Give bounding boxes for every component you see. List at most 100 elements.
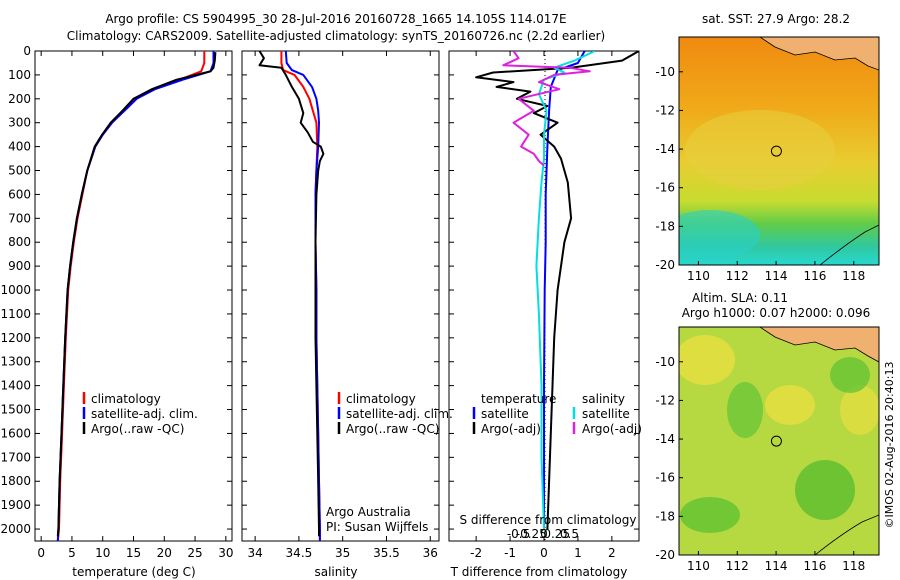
depth-tick-label: 1900: [0, 498, 31, 512]
australia-coastline: [819, 224, 879, 265]
sst-cool-patch: [679, 210, 760, 260]
legend-label-argo: Argo(..raw -QC): [91, 422, 184, 436]
difference-top-axis-label: S difference from climatology: [460, 513, 637, 527]
sla-high-patch: [679, 335, 735, 385]
s-difference-tick-label: 0.25: [543, 527, 570, 541]
depth-tick-label: 1600: [0, 426, 31, 440]
x-tick-label: 34.5: [286, 546, 313, 560]
x-tick-label: 15: [126, 546, 141, 560]
temperature-axes-frame: [34, 50, 233, 542]
lon-tick-label: 118: [842, 269, 865, 283]
depth-tick-label: 100: [8, 68, 31, 82]
lon-tick-label: 112: [726, 559, 749, 573]
s-difference-tick-label: 0: [540, 527, 548, 541]
temperature-xlabel: temperature (deg C): [72, 565, 195, 579]
depth-tick-label: 900: [8, 259, 31, 273]
difference-xlabel: T difference from climatology: [450, 565, 628, 579]
x-tick-label: 2: [608, 546, 616, 560]
depth-tick-label: 700: [8, 211, 31, 225]
legend-label-satellite: satellite-adj. clim.: [346, 407, 453, 421]
depth-tick-label: 1800: [0, 474, 31, 488]
figure-title-line2: Climatology: CARS2009. Satellite-adjuste…: [67, 29, 605, 43]
depth-tick-label: 1000: [0, 283, 31, 297]
legend-label-t-satellite: satellite: [481, 407, 529, 421]
sst-map-frame: [678, 36, 880, 266]
x-tick-label: 10: [95, 546, 110, 560]
legend-header-temperature: temperature: [481, 392, 556, 406]
lon-tick-label: 116: [803, 559, 826, 573]
lat-tick-label: -10: [655, 65, 675, 79]
series-line-s-satellite: [535, 51, 596, 530]
depth-tick-label: 200: [8, 92, 31, 106]
sla-low-patch: [795, 460, 855, 520]
argo-credit-line2: PI: Susan Wijffels: [326, 520, 428, 534]
legend-label-s-satellite: satellite: [582, 407, 630, 421]
x-tick-label: 36: [423, 546, 438, 560]
series-line-t-argo-adj-: [475, 51, 639, 530]
s-difference-tick-label: 0.5: [560, 527, 579, 541]
depth-tick-label: 1200: [0, 331, 31, 345]
sla-low-patch: [727, 382, 763, 438]
lon-tick-label: 114: [765, 559, 788, 573]
depth-axis-ticks: 0 100 200 300 400 500 600 700 800 900 1000 1100 1200…: [0, 44, 232, 536]
depth-tick-label: 400: [8, 140, 31, 154]
difference-legend: temperature salinity satellite Argo(-adj…: [472, 392, 642, 436]
salinity-x-ticks: 34 34.5 35 35.5 36: [247, 51, 438, 560]
coastline-land: [759, 37, 879, 71]
x-tick-label: 35: [335, 546, 350, 560]
depth-tick-label: 1400: [0, 379, 31, 393]
depth-tick-label: 1300: [0, 355, 31, 369]
x-tick-label: 20: [157, 546, 172, 560]
lat-tick-label: -16: [655, 181, 675, 195]
depth-tick-label: 2000: [0, 522, 31, 536]
legend-label-satellite: satellite-adj. clim.: [91, 407, 198, 421]
x-tick-label: 0: [37, 546, 45, 560]
lat-tick-label: -20: [655, 258, 675, 272]
difference-panel: -2 -1 0 1 2 S difference from climatology -0…: [448, 50, 642, 579]
sla-low-patch: [830, 357, 870, 393]
difference-x-ticks: -2 -1 0 1 2: [470, 51, 616, 560]
lon-tick-label: 118: [842, 559, 865, 573]
x-tick-label: 0: [540, 546, 548, 560]
x-tick-label: 1: [574, 546, 582, 560]
x-tick-label: 30: [218, 546, 233, 560]
depth-tick-label: 300: [8, 116, 31, 130]
lon-tick-label: 116: [803, 269, 826, 283]
australia-coastline: [814, 514, 879, 555]
sla-low-patch: [680, 497, 740, 533]
sla-high-patch: [840, 385, 879, 435]
imos-credit: ©IMOS 02-Aug-2016 20:40:13: [883, 362, 896, 529]
series-line-argo-raw-qc-: [56, 52, 217, 537]
depth-tick-label: 800: [8, 235, 31, 249]
lon-tick-label: 110: [687, 269, 710, 283]
x-tick-label: 35.5: [373, 546, 400, 560]
lat-tick-label: -14: [655, 432, 675, 446]
depth-tick-label: 600: [8, 187, 31, 201]
salinity-axes-frame: [241, 50, 440, 542]
sst-warm-patch: [685, 110, 835, 190]
s-difference-tick-label: -0.25: [516, 527, 547, 541]
lat-tick-label: -14: [655, 142, 675, 156]
salinity-legend: climatology satellite-adj. clim. Argo(..…: [337, 392, 453, 436]
figure-title-line1: Argo profile: CS 5904995_30 28-Jul-2016 …: [105, 12, 566, 26]
legend-label-climatology: climatology: [91, 392, 161, 406]
x-tick-label: -2: [470, 546, 482, 560]
x-tick-label: 5: [68, 546, 76, 560]
temperature-legend: climatology satellite-adj. clim. Argo(..…: [82, 392, 198, 436]
salinity-xlabel: salinity: [314, 565, 357, 579]
temperature-panel: 0100200300400500600700800900100011001200…: [0, 44, 233, 579]
lat-tick-label: -12: [655, 103, 675, 117]
argo-position-marker: [770, 435, 782, 447]
series-line-argo-raw-qc-: [258, 51, 325, 537]
depth-tick-label: 0: [23, 44, 31, 58]
legend-label-t-argo: Argo(-adj): [481, 422, 541, 436]
depth-tick-label: 1100: [0, 307, 31, 321]
x-tick-label: -1: [504, 546, 516, 560]
lat-tick-label: -10: [655, 355, 675, 369]
lat-tick-label: -20: [655, 548, 675, 562]
argo-credit-line1: Argo Australia: [326, 505, 411, 519]
x-tick-label: 34: [247, 546, 262, 560]
series-line-s-argo-adj-: [502, 51, 591, 167]
